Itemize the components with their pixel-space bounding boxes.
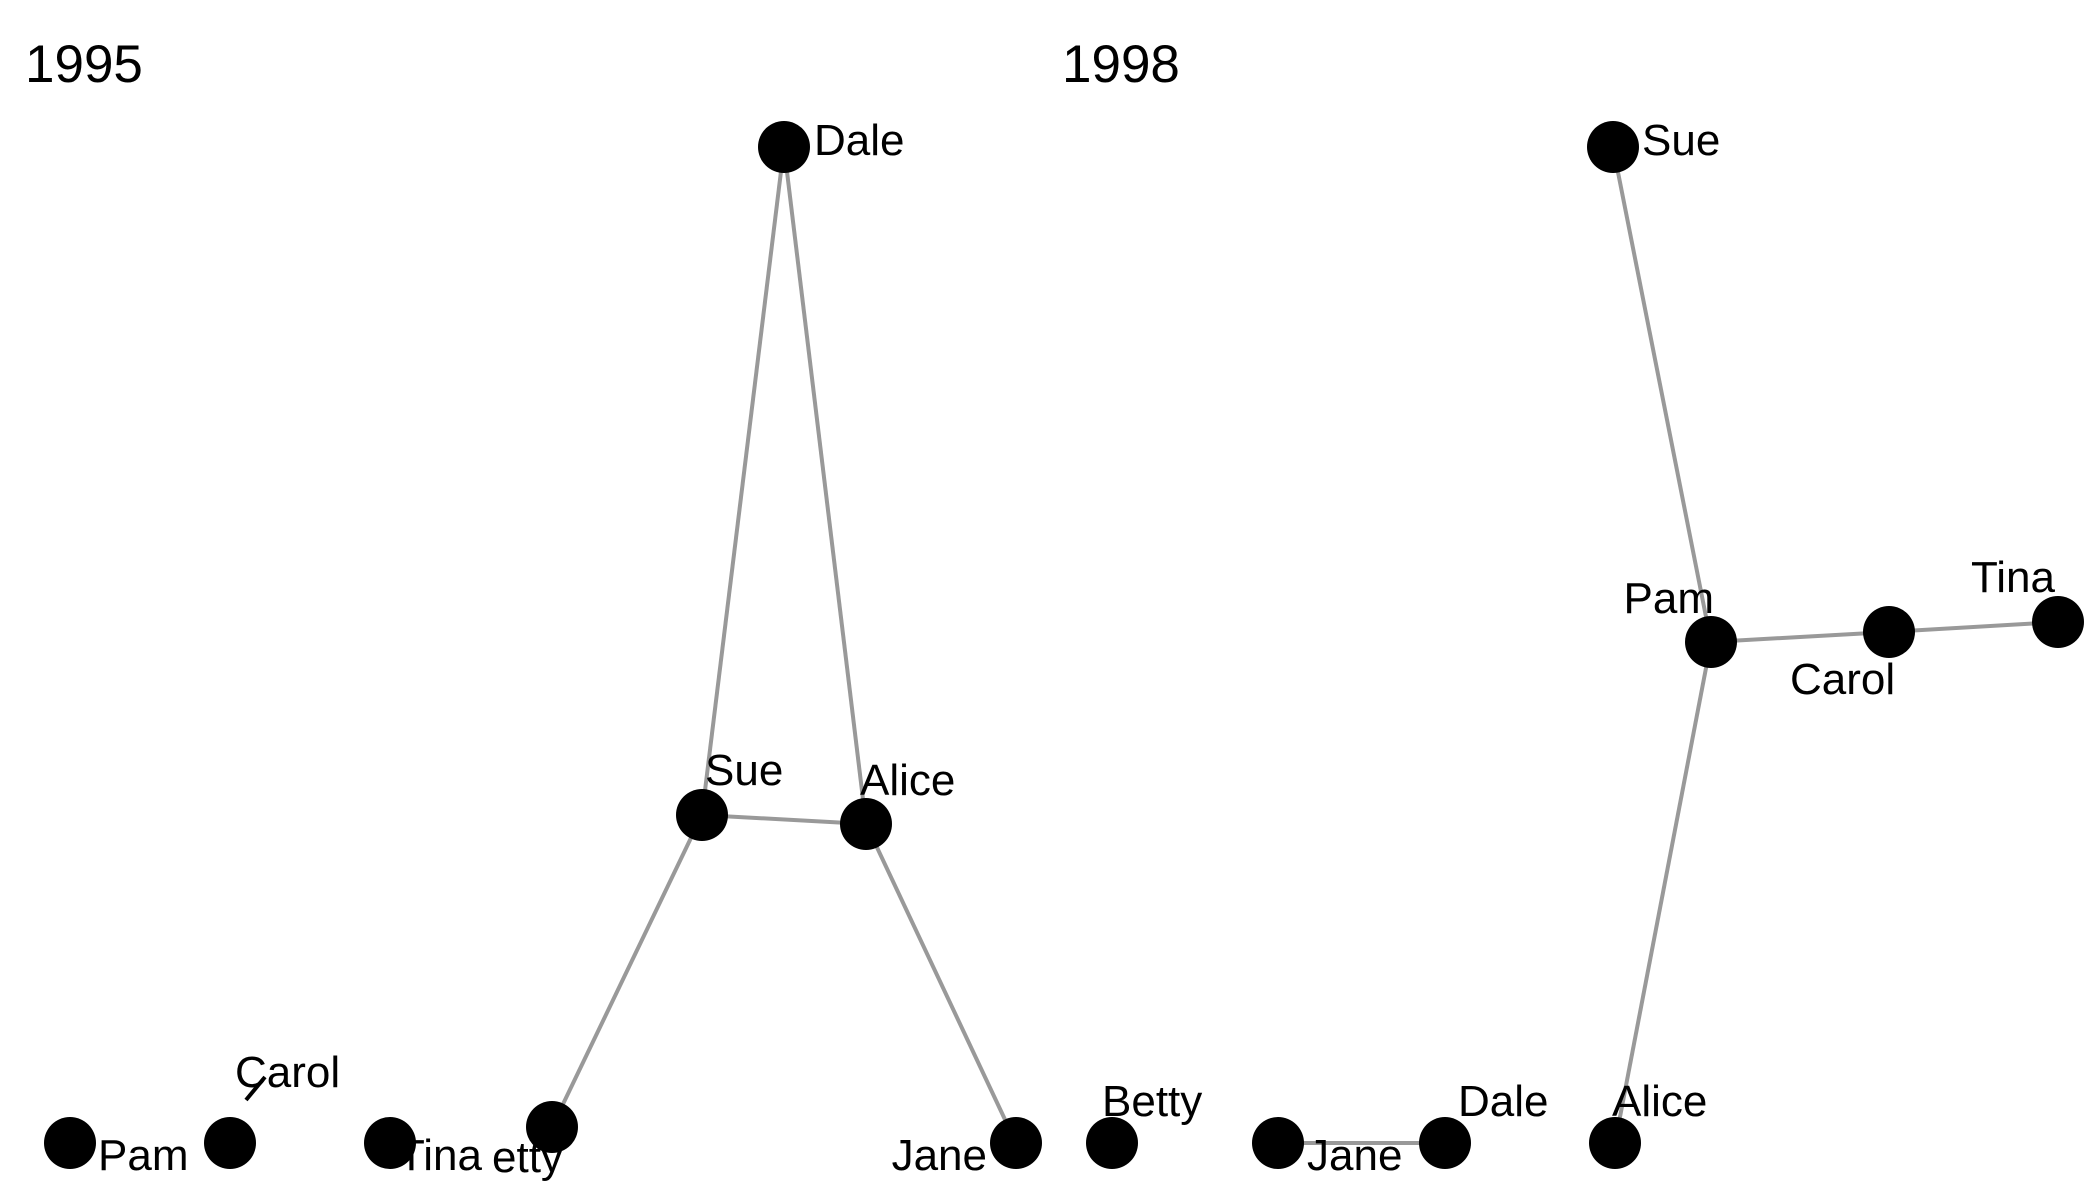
panel-title-1998: 1998	[1062, 35, 1180, 94]
node-alice	[1589, 1117, 1641, 1169]
edge-dale-alice	[782, 146, 868, 825]
node-label-pam: Pam	[1624, 574, 1714, 623]
node-tina	[2032, 596, 2084, 648]
labels-1995: Dale Sue Alice etty Jane Pam Carol Tina	[98, 116, 987, 1182]
node-carol	[204, 1117, 256, 1169]
node-betty	[1086, 1117, 1138, 1169]
panel-1998: 1998 Sue Pam Carol Tina Alice Betty Jane Dale	[1062, 35, 2084, 1180]
node-label-betty: Betty	[1102, 1077, 1202, 1126]
edge-carol-tina	[1888, 620, 2059, 634]
node-label-sue: Sue	[1642, 116, 1720, 165]
node-label-tina: Tina	[398, 1131, 482, 1180]
edge-sue-alice	[701, 813, 867, 826]
edge-pam-carol	[1710, 630, 1890, 644]
edge-sue-pam	[1611, 146, 1713, 643]
node-label-betty: etty	[492, 1133, 563, 1182]
node-pam	[1685, 616, 1737, 668]
labels-1998: Sue Pam Carol Tina Alice Betty Jane Dale	[1102, 116, 2055, 1180]
node-label-carol: Carol	[1790, 655, 1895, 704]
edges-1995	[550, 146, 1018, 1144]
edge-sue-betty	[550, 814, 704, 1128]
label-leaders-1995	[244, 1075, 267, 1102]
node-label-carol: Carol	[235, 1048, 340, 1097]
node-pam	[44, 1117, 96, 1169]
edge-alice-jane	[864, 823, 1018, 1144]
edge-dale-sue	[700, 146, 786, 816]
node-betty	[526, 1101, 578, 1153]
node-label-alice: Alice	[1612, 1077, 1707, 1126]
node-dale	[1419, 1117, 1471, 1169]
panel-title-1995: 1995	[25, 35, 143, 94]
node-label-pam: Pam	[98, 1131, 188, 1180]
edge-pam-alice	[1613, 641, 1713, 1144]
node-label-sue: Sue	[705, 746, 783, 795]
panel-1995: 1995 Dale Sue Alice etty Jane Pam Carol Tina	[25, 35, 1042, 1182]
node-label-dale: Dale	[814, 116, 905, 165]
node-sue	[676, 789, 728, 841]
node-sue	[1587, 121, 1639, 173]
node-jane	[1252, 1117, 1304, 1169]
nodes-1995	[44, 121, 1042, 1169]
node-jane	[990, 1117, 1042, 1169]
node-label-dale: Dale	[1458, 1077, 1549, 1126]
nodes-1998	[1086, 121, 2084, 1169]
label-leader-carol	[244, 1075, 267, 1102]
node-label-jane: Jane	[1307, 1131, 1402, 1180]
node-carol	[1863, 606, 1915, 658]
node-dale	[758, 121, 810, 173]
node-label-jane: Jane	[892, 1131, 987, 1180]
node-tina	[364, 1117, 416, 1169]
node-label-alice: Alice	[860, 756, 955, 805]
node-label-tina: Tina	[1971, 553, 2055, 602]
node-alice	[840, 798, 892, 850]
edges-1998	[1278, 146, 2059, 1145]
